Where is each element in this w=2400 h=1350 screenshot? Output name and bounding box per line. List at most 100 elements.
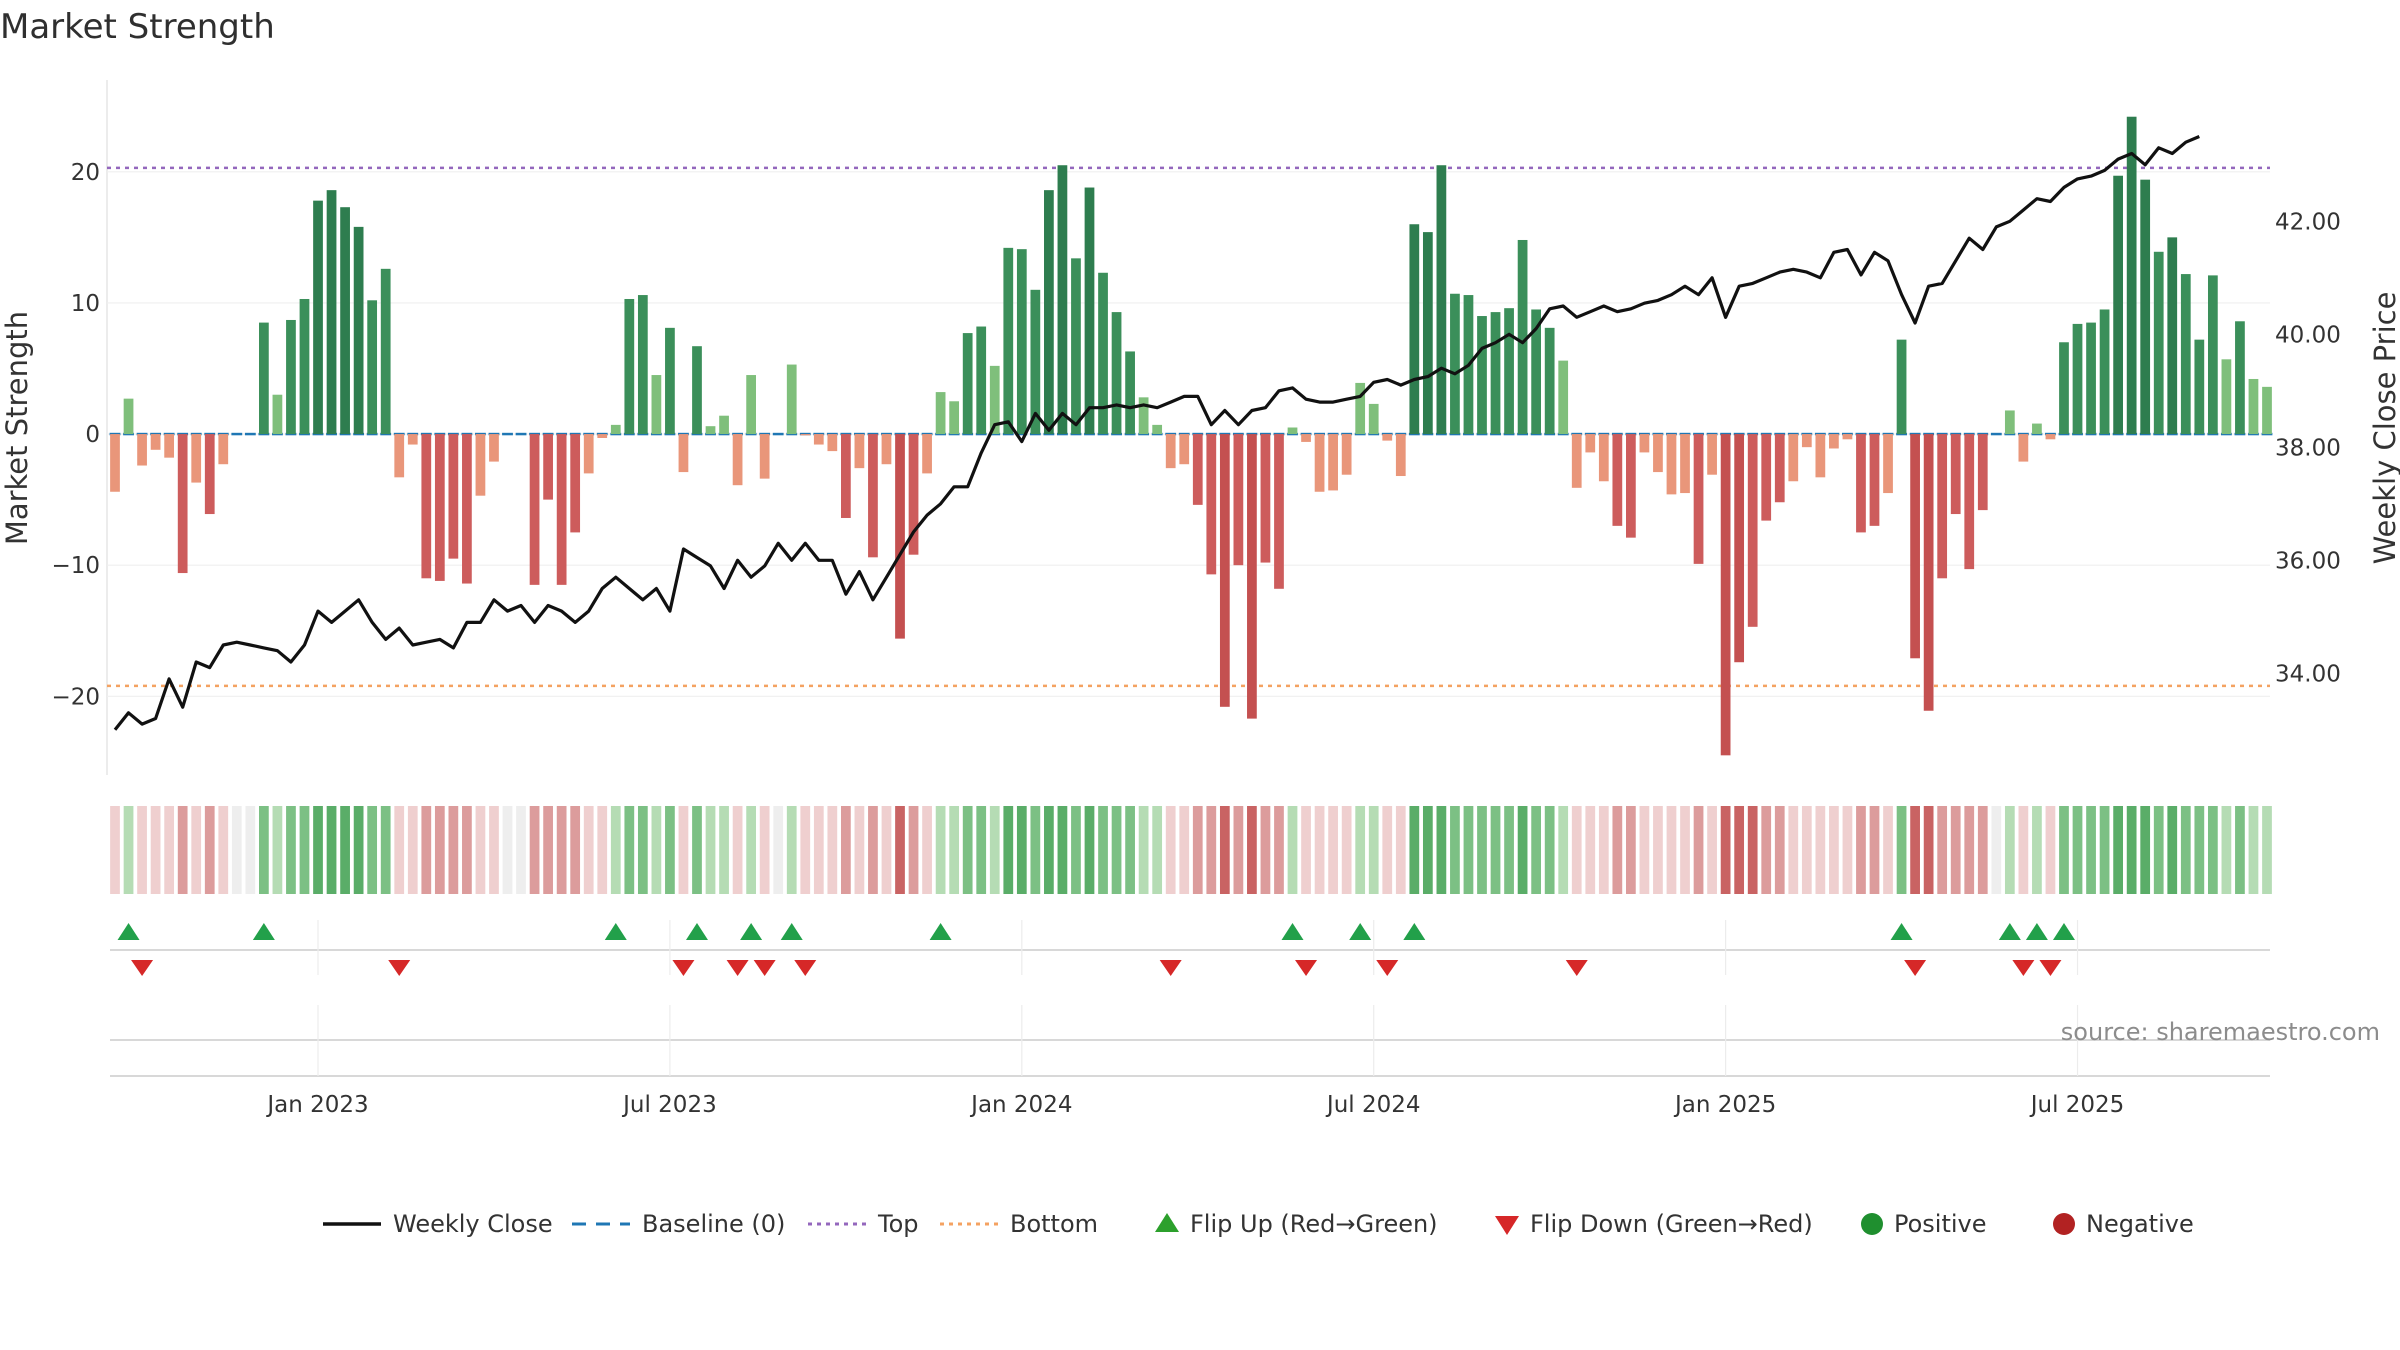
- strength-bar-85: [1260, 434, 1271, 563]
- right-axis: 42.00 40.00 38.00 36.00 34.00: [2275, 209, 2341, 687]
- heat-cell-82: [1219, 806, 1230, 894]
- strength-bar-122: [1761, 434, 1772, 521]
- strength-bar-23: [421, 434, 432, 579]
- strength-bar-110: [1598, 434, 1609, 482]
- heat-cell-84: [1247, 806, 1257, 894]
- strength-bar-69: [1044, 190, 1054, 435]
- heat-cell-19: [367, 806, 378, 894]
- strength-bar-141: [2018, 434, 2029, 462]
- legend-label-5: Flip Down (Green→Red): [1530, 1210, 1813, 1238]
- flip-up-marker-9: [1403, 923, 1426, 940]
- strength-bar-28: [489, 434, 499, 462]
- right-tick-4: 34.00: [2275, 661, 2341, 687]
- x-tick-1: Jul 2023: [621, 1092, 717, 1118]
- strength-bar-21: [394, 434, 405, 478]
- strength-bar-86: [1274, 434, 1284, 589]
- strength-bar-116: [1680, 434, 1690, 494]
- strength-bar-125: [1801, 434, 1812, 448]
- flip-up-marker-1: [252, 923, 275, 940]
- strength-bar-47: [746, 375, 756, 435]
- heat-cell-5: [177, 806, 188, 894]
- heat-cell-56: [868, 806, 878, 894]
- flip-up-marker-13: [2052, 923, 2075, 940]
- strength-bar-12: [272, 394, 283, 435]
- strength-bar-134: [1923, 434, 1934, 711]
- heat-cell-49: [773, 806, 784, 894]
- heat-cell-73: [1098, 806, 1108, 894]
- strength-bar-128: [1842, 434, 1853, 440]
- strength-bar-111: [1612, 434, 1623, 526]
- flip-down-marker-0: [131, 960, 154, 976]
- heat-cell-17: [340, 806, 350, 894]
- strength-bar-53: [827, 434, 838, 452]
- heat-cell-114: [1653, 806, 1663, 894]
- heat-cell-15: [313, 806, 323, 894]
- chart-title: Market Strength: [0, 7, 275, 47]
- strength-bar-123: [1774, 434, 1785, 503]
- strength-bar-1: [123, 398, 134, 435]
- heat-cell-145: [2072, 806, 2083, 894]
- strength-bar-11: [259, 322, 269, 435]
- strength-bar-136: [1950, 434, 1961, 515]
- left-tick-4: −20: [51, 684, 100, 710]
- strength-bar-83: [1233, 434, 1244, 566]
- strength-bar-8: [218, 434, 229, 465]
- strength-bar-149: [2126, 116, 2137, 435]
- legend-label-1: Baseline (0): [642, 1210, 785, 1238]
- strength-bar-71: [1071, 258, 1081, 435]
- strength-bar-64: [976, 326, 987, 435]
- strength-bar-132: [1896, 339, 1907, 435]
- strength-bar-101: [1477, 316, 1487, 435]
- heat-cell-32: [543, 806, 553, 894]
- heat-cell-74: [1111, 806, 1122, 894]
- strength-bar-35: [583, 434, 594, 474]
- strength-bar-143: [2045, 434, 2056, 440]
- heat-cell-155: [2207, 806, 2218, 894]
- heat-cell-42: [678, 806, 689, 894]
- heat-cell-66: [1003, 806, 1014, 894]
- heat-cell-129: [1856, 806, 1866, 894]
- strength-bar-75: [1125, 351, 1135, 435]
- strength-bar-2: [137, 434, 147, 466]
- heat-cell-24: [434, 806, 445, 894]
- heat-cell-139: [1991, 806, 2002, 894]
- strength-bar-45: [719, 415, 729, 435]
- heat-cell-125: [1801, 806, 1812, 894]
- strength-bar-91: [1341, 434, 1352, 475]
- strength-bar-147: [2099, 309, 2110, 435]
- heat-cell-55: [854, 806, 865, 894]
- heat-cell-27: [475, 806, 486, 894]
- heat-cell-37: [610, 806, 621, 894]
- heat-cell-38: [624, 806, 635, 894]
- heat-cell-137: [1964, 806, 1975, 894]
- heat-cell-122: [1761, 806, 1772, 894]
- heat-cell-119: [1720, 806, 1731, 894]
- flip-up-marker-5: [780, 923, 803, 940]
- strength-bar-138: [1977, 434, 1988, 511]
- heat-cell-117: [1693, 806, 1704, 894]
- flip-down-marker-11: [2012, 960, 2035, 976]
- right-tick-2: 38.00: [2275, 435, 2341, 461]
- heat-cell-76: [1138, 806, 1149, 894]
- heat-cell-22: [407, 806, 418, 894]
- legend-label-3: Bottom: [1010, 1210, 1098, 1238]
- strength-heat-strip: [110, 806, 2272, 894]
- heat-cell-75: [1125, 806, 1135, 894]
- heat-cell-64: [976, 806, 987, 894]
- source-note: source: sharemaestro.com: [2061, 1018, 2380, 1046]
- heat-cell-128: [1842, 806, 1853, 894]
- flip-up-marker-8: [1349, 923, 1372, 940]
- strength-bar-152: [2167, 237, 2178, 435]
- legend-label-6: Positive: [1894, 1210, 1987, 1238]
- strength-bar-27: [475, 434, 486, 496]
- strength-bar-22: [407, 434, 418, 445]
- heat-cell-91: [1341, 806, 1352, 894]
- right-axis-label: Weekly Close Price: [2368, 292, 2400, 565]
- heat-cell-80: [1192, 806, 1203, 894]
- heat-cell-3: [150, 806, 161, 894]
- heat-cell-51: [800, 806, 811, 894]
- right-tick-1: 40.00: [2275, 322, 2341, 348]
- heat-cell-57: [881, 806, 892, 894]
- heat-cell-113: [1639, 806, 1650, 894]
- strength-bar-121: [1747, 434, 1758, 627]
